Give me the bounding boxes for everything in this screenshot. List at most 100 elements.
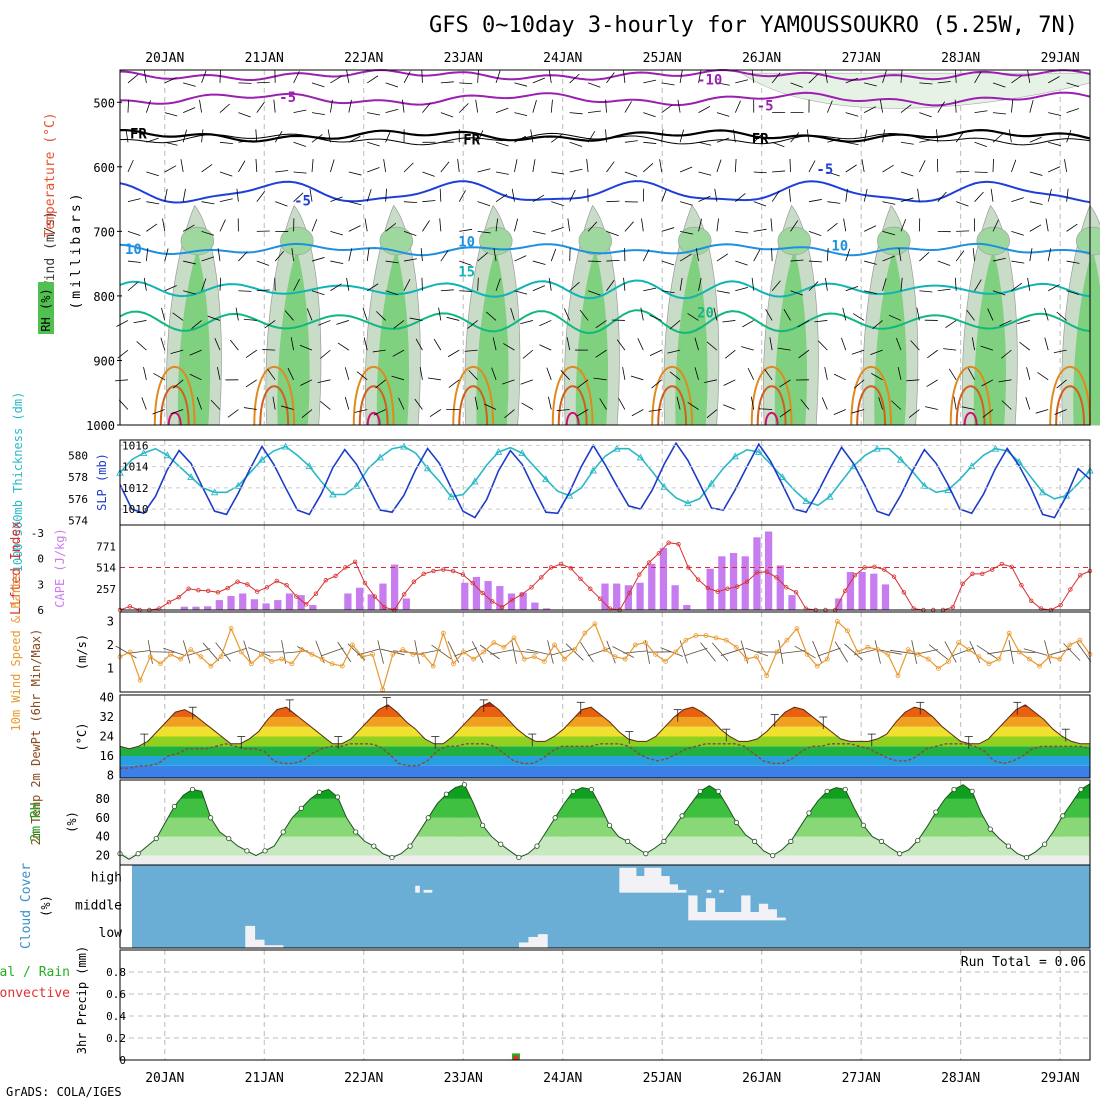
lifted-index-marker <box>686 565 691 570</box>
upper-wind-barb <box>605 99 607 113</box>
upper-wind-barb <box>299 344 313 351</box>
upper-wind-barb <box>486 311 497 321</box>
upper-wind-barb <box>677 99 681 113</box>
isotherm-warm-loop <box>452 365 495 426</box>
wind10-barb <box>202 642 220 662</box>
upper-wind-barb <box>640 307 644 321</box>
cape-bar <box>344 593 352 610</box>
cape-bar <box>472 576 481 610</box>
lifted-index-marker <box>284 583 289 588</box>
cape-bar <box>391 564 399 610</box>
wind10-speed-marker <box>451 661 456 667</box>
upper-wind-barb <box>391 375 405 381</box>
upper-wind-barb <box>255 158 258 173</box>
upper-wind-barb <box>974 191 984 202</box>
upper-wind-barb <box>164 285 177 292</box>
cloud-cover-bar <box>750 912 755 921</box>
isotherm-hot-loop <box>458 385 489 426</box>
upper-wind-barb <box>136 341 147 351</box>
thickness-line-marker <box>352 481 361 489</box>
upper-wind-barb <box>530 129 534 143</box>
wind10-speed-marker <box>279 656 285 662</box>
upper-wind-barb <box>217 366 221 380</box>
wind10-speed-marker <box>794 626 800 631</box>
upper-wind-barb <box>383 159 387 173</box>
wind10-speed-marker <box>723 637 729 643</box>
cape-bar <box>776 565 784 610</box>
wind10-speed-marker <box>1026 656 1032 662</box>
wind10-barb <box>1008 640 1014 664</box>
lifted-index-marker <box>882 567 887 572</box>
upper-wind-barb <box>1035 409 1049 414</box>
upper-wind-barb <box>888 314 902 321</box>
thickness-line-marker <box>778 473 787 481</box>
cape-bar <box>718 556 726 610</box>
upper-wind-barb <box>1029 224 1042 232</box>
wind10-speed-marker <box>632 642 638 648</box>
upper-wind-barb <box>458 103 469 113</box>
wind10-speed-marker <box>238 649 244 655</box>
cloud-cover-bar <box>719 889 724 893</box>
upper-wind-barb <box>116 320 129 327</box>
rh-tick-label: 20 <box>96 849 110 863</box>
upper-wind-barb <box>845 188 848 202</box>
slp-tick-label: 1014 <box>122 461 149 474</box>
wind10-ylabel-group: 10m Wind Speed & Barbs <box>9 573 23 732</box>
cloud-cover-bar <box>763 903 769 921</box>
cloud-cover-bar <box>652 867 658 893</box>
upper-wind-barb <box>882 129 885 143</box>
cloud-cover-bar <box>706 889 712 893</box>
cloud-cover-bar <box>619 867 624 893</box>
upper-wind-barb <box>477 277 479 291</box>
upper-wind-barb <box>502 379 515 385</box>
upper-wind-barb <box>961 406 975 410</box>
cape-bar <box>683 605 691 610</box>
freezing-level-line <box>120 128 1091 143</box>
upper-wind-barb <box>806 129 810 143</box>
lifted-index-marker <box>235 579 240 584</box>
upper-wind-barb <box>588 110 602 113</box>
wind10-barb <box>778 640 784 664</box>
wind10-barb <box>684 647 708 657</box>
wind10-speed-marker <box>349 642 355 648</box>
upper-wind-barb <box>900 69 903 83</box>
upper-wind-barb <box>735 193 746 202</box>
upper-wind-barb <box>495 70 501 84</box>
upper-wind-barb <box>459 228 473 232</box>
upper-wind-barb <box>363 337 368 351</box>
wind10-barb <box>740 640 749 664</box>
upper-wind-barb <box>160 337 166 351</box>
upper-wind-barb <box>114 379 128 382</box>
upper-wind-barb <box>643 287 657 292</box>
wind10-speed-marker <box>491 640 497 645</box>
upper-wind-barb <box>919 251 930 262</box>
upper-wind-barb <box>891 400 902 410</box>
thickness-line-marker <box>802 497 810 504</box>
bottom-date-tick-label: 23JAN <box>444 1071 483 1086</box>
contour-label: -5 <box>816 162 833 178</box>
wind10-barb <box>320 647 344 657</box>
upper-wind-barb <box>569 141 583 147</box>
upper-wind-barb <box>808 260 822 263</box>
upper-wind-barb <box>146 223 158 232</box>
thickness-line-marker <box>494 448 503 455</box>
cloud-cover-bar <box>754 912 760 921</box>
cloud-cover-bar <box>423 889 429 893</box>
upper-wind-barb <box>493 248 497 262</box>
lifted-index-marker <box>372 594 377 599</box>
cloud-ylabel-group: Cloud Cover <box>19 863 34 949</box>
panels-layer: 20JAN 20JAN 21JAN 21JAN 22JAN 22JAN 23JAN 23JAN… <box>0 51 1100 1086</box>
lifted-index-marker <box>980 571 985 577</box>
upper-wind-barb <box>464 349 478 352</box>
contour-label: 10 <box>831 239 848 255</box>
rh-tick-label: 40 <box>96 830 110 844</box>
upper-wind-barb <box>992 158 994 172</box>
isotherm-very-hot-loop <box>963 411 978 426</box>
upper-wind-barb <box>827 201 841 204</box>
wind10-barb <box>1063 643 1081 661</box>
upper-wind-barb <box>843 218 847 232</box>
cape-bar <box>846 572 855 610</box>
upper-wind-barb <box>330 75 342 84</box>
upper-wind-barb <box>1066 129 1072 143</box>
lifted-index-marker <box>793 590 799 595</box>
